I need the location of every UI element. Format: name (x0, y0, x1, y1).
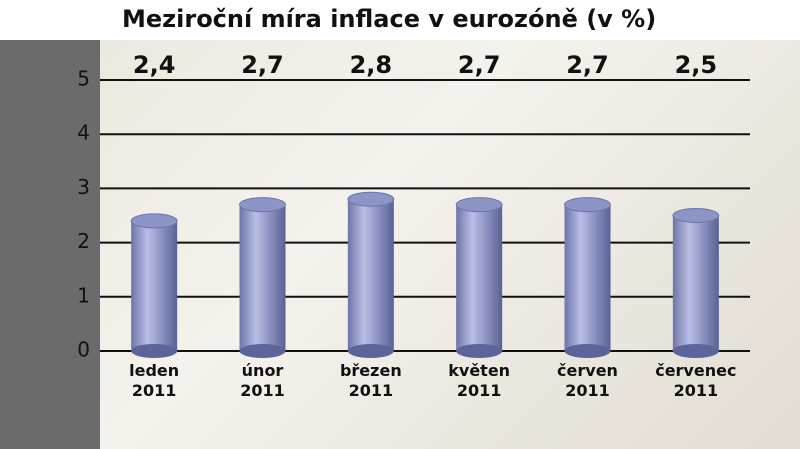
bar-top (455, 197, 503, 213)
bar-base (672, 344, 719, 358)
bar-top (347, 191, 395, 207)
bar (130, 213, 178, 358)
y-tick-label: 4 (77, 121, 90, 145)
bar-top (239, 197, 286, 213)
value-label: 2,5 (675, 51, 718, 79)
bar-top (564, 197, 611, 213)
bar-top (130, 213, 178, 229)
x-tick-label: červen 2011 (557, 361, 618, 400)
bar-body (131, 220, 178, 351)
x-tick-label: květen 2011 (448, 361, 511, 400)
bar-body (347, 199, 394, 351)
bar-top (672, 208, 720, 223)
value-label: 2,4 (133, 51, 176, 79)
x-tick-label: červenec 2011 (655, 361, 737, 400)
left-panel (0, 0, 100, 449)
bar-body (456, 204, 503, 351)
value-label: 2,7 (566, 51, 609, 79)
bar-body (564, 204, 611, 351)
bar (564, 197, 611, 358)
x-tick-label: březen 2011 (339, 361, 402, 400)
y-tick-label: 3 (77, 175, 90, 199)
bar (239, 197, 286, 358)
bar (347, 191, 395, 358)
y-tick-label: 2 (77, 229, 90, 253)
bar (672, 208, 720, 358)
value-label: 2,7 (241, 51, 284, 79)
bar-base (456, 344, 503, 358)
value-label: 2,8 (350, 51, 393, 79)
bar (455, 197, 503, 358)
bar-base (239, 344, 286, 358)
bar-body (239, 204, 286, 351)
x-tick-label: leden 2011 (129, 361, 180, 400)
y-tick-label: 1 (77, 283, 90, 307)
chart-title: Meziroční míra inflace v eurozóně (v %) (122, 5, 656, 33)
bar-base (564, 344, 611, 358)
bar-base (347, 344, 394, 358)
x-tick-label: únor 2011 (240, 361, 285, 400)
y-tick-label: 0 (77, 338, 90, 362)
bar-body (672, 215, 719, 351)
y-tick-label: 5 (77, 67, 90, 91)
bar-base (131, 344, 178, 358)
value-label: 2,7 (458, 51, 501, 79)
title-band (0, 0, 800, 40)
